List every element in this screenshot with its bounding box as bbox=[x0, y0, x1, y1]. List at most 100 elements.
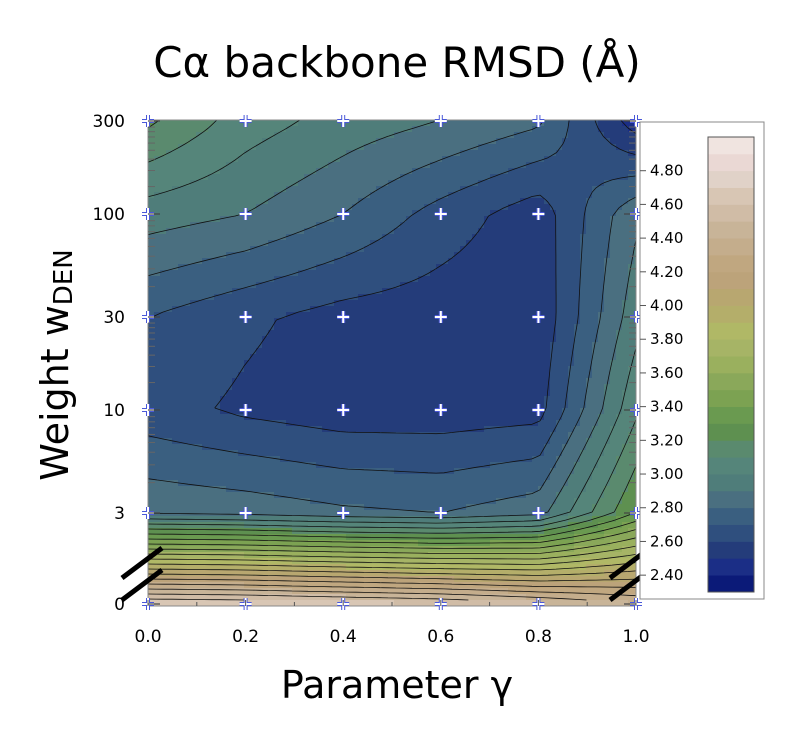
contour-cell bbox=[178, 258, 185, 265]
contour-cell bbox=[442, 168, 449, 175]
contour-cell bbox=[502, 480, 509, 487]
contour-cell bbox=[472, 168, 479, 175]
contour-cell bbox=[244, 384, 251, 391]
contour-cell bbox=[616, 246, 623, 253]
contour-cell bbox=[268, 210, 275, 217]
contour-cell bbox=[226, 384, 233, 391]
contour-cell bbox=[202, 318, 209, 325]
contour-cell bbox=[352, 408, 359, 415]
contour-cell bbox=[184, 456, 191, 463]
contour-cell bbox=[310, 162, 317, 169]
contour-cell bbox=[226, 150, 233, 157]
contour-cell bbox=[238, 234, 245, 241]
contour-cell bbox=[238, 432, 245, 439]
contour-cell bbox=[424, 174, 431, 181]
contour-cell bbox=[484, 138, 491, 145]
contour-cell bbox=[604, 354, 611, 361]
contour-cell bbox=[292, 240, 299, 247]
contour-cell bbox=[214, 354, 221, 361]
contour-cell bbox=[256, 174, 263, 181]
contour-cell bbox=[214, 432, 221, 439]
contour-cell bbox=[250, 204, 257, 211]
contour-cell bbox=[274, 324, 281, 331]
contour-cell bbox=[364, 204, 371, 211]
contour-cell bbox=[322, 378, 329, 385]
contour-cell bbox=[238, 348, 245, 355]
contour-cell bbox=[334, 366, 341, 373]
contour-cell bbox=[436, 354, 443, 361]
contour-cell bbox=[448, 144, 455, 151]
contour-cell bbox=[430, 390, 437, 397]
contour-cell bbox=[280, 120, 287, 127]
contour-cell bbox=[454, 354, 461, 361]
contour-cell bbox=[562, 372, 569, 379]
contour-cell bbox=[412, 396, 419, 403]
contour-cell bbox=[304, 150, 311, 157]
contour-cell bbox=[484, 480, 491, 487]
contour-cell bbox=[442, 462, 449, 469]
contour-cell bbox=[166, 378, 173, 385]
contour-cell bbox=[484, 372, 491, 379]
contour-cell bbox=[568, 450, 575, 457]
contour-cell bbox=[430, 144, 437, 151]
contour-cell bbox=[454, 300, 461, 307]
contour-cell bbox=[460, 450, 467, 457]
contour-cell bbox=[280, 228, 287, 235]
contour-cell bbox=[352, 198, 359, 205]
contour-cell bbox=[604, 264, 611, 271]
contour-cell bbox=[592, 198, 599, 205]
contour-cell bbox=[166, 192, 173, 199]
contour-cell bbox=[226, 162, 233, 169]
contour-cell bbox=[232, 294, 239, 301]
contour-cell bbox=[190, 456, 197, 463]
contour-cell bbox=[454, 342, 461, 349]
contour-cell bbox=[376, 204, 383, 211]
contour-cell bbox=[304, 450, 311, 457]
contour-cell bbox=[352, 252, 359, 259]
contour-cell bbox=[268, 384, 275, 391]
contour-cell bbox=[226, 432, 233, 439]
contour-cell bbox=[178, 324, 185, 331]
contour-cell bbox=[412, 372, 419, 379]
contour-cell bbox=[592, 216, 599, 223]
contour-cell bbox=[628, 126, 635, 133]
contour-cell bbox=[166, 420, 173, 427]
contour-cell bbox=[478, 252, 485, 259]
contour-cell bbox=[400, 132, 407, 139]
contour-cell bbox=[334, 444, 341, 451]
contour-cell bbox=[562, 384, 569, 391]
contour-cell bbox=[574, 132, 581, 139]
contour-cell bbox=[538, 306, 545, 313]
contour-cell bbox=[154, 192, 161, 199]
contour-cell bbox=[496, 402, 503, 409]
contour-cell bbox=[340, 258, 347, 265]
contour-cell bbox=[238, 150, 245, 157]
contour-cell bbox=[586, 318, 593, 325]
contour-cell bbox=[352, 360, 359, 367]
contour-cell bbox=[556, 414, 563, 421]
contour-cell bbox=[298, 144, 305, 151]
contour-cell bbox=[484, 234, 491, 241]
contour-cell bbox=[292, 168, 299, 175]
contour-cell bbox=[616, 276, 623, 283]
contour-cell bbox=[388, 126, 395, 133]
contour-cell bbox=[244, 432, 251, 439]
contour-cell bbox=[430, 318, 437, 325]
contour-cell bbox=[430, 216, 437, 223]
contour-cell bbox=[592, 210, 599, 217]
contour-cell bbox=[604, 192, 611, 199]
contour-cell bbox=[502, 468, 509, 475]
contour-cell bbox=[610, 144, 617, 151]
contour-cell bbox=[304, 348, 311, 355]
contour-cell bbox=[322, 444, 329, 451]
contour-cell bbox=[196, 432, 203, 439]
contour-cell bbox=[250, 372, 257, 379]
contour-cell bbox=[586, 426, 593, 433]
contour-cell bbox=[610, 456, 617, 463]
contour-cell bbox=[166, 144, 173, 151]
contour-cell bbox=[412, 222, 419, 229]
contour-cell bbox=[328, 150, 335, 157]
contour-cell bbox=[418, 258, 425, 265]
contour-cell bbox=[520, 414, 527, 421]
contour-cell bbox=[292, 258, 299, 265]
